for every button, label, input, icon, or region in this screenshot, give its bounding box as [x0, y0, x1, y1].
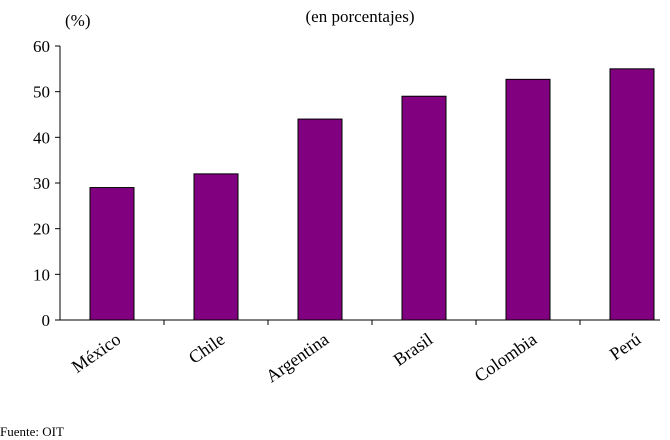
- bar: [193, 173, 239, 321]
- bar: [297, 118, 343, 321]
- y-axis-label: (%): [65, 11, 90, 30]
- x-tick-label: Brasil: [390, 329, 437, 370]
- x-tick-label: Chile: [185, 329, 228, 368]
- bar: [609, 68, 655, 321]
- bar: [505, 78, 551, 321]
- bar: [401, 95, 447, 321]
- y-tick-label: 10: [33, 265, 50, 284]
- x-tick-label: Colombia: [471, 329, 541, 386]
- source: Fuente: OIT: [0, 424, 64, 439]
- x-tick-label: México: [68, 329, 125, 377]
- y-tick-label: 0: [42, 311, 51, 330]
- y-tick-label: 20: [33, 220, 50, 239]
- y-tick-label: 60: [33, 37, 50, 56]
- bar: [89, 187, 135, 321]
- chart-subtitle: (en porcentajes): [305, 7, 414, 26]
- y-tick-label: 30: [33, 174, 50, 193]
- x-tick-label: Argentina: [262, 329, 332, 386]
- y-tick-label: 50: [33, 83, 50, 102]
- y-tick-label: 40: [33, 128, 50, 147]
- x-tick-label: Perú: [606, 329, 645, 364]
